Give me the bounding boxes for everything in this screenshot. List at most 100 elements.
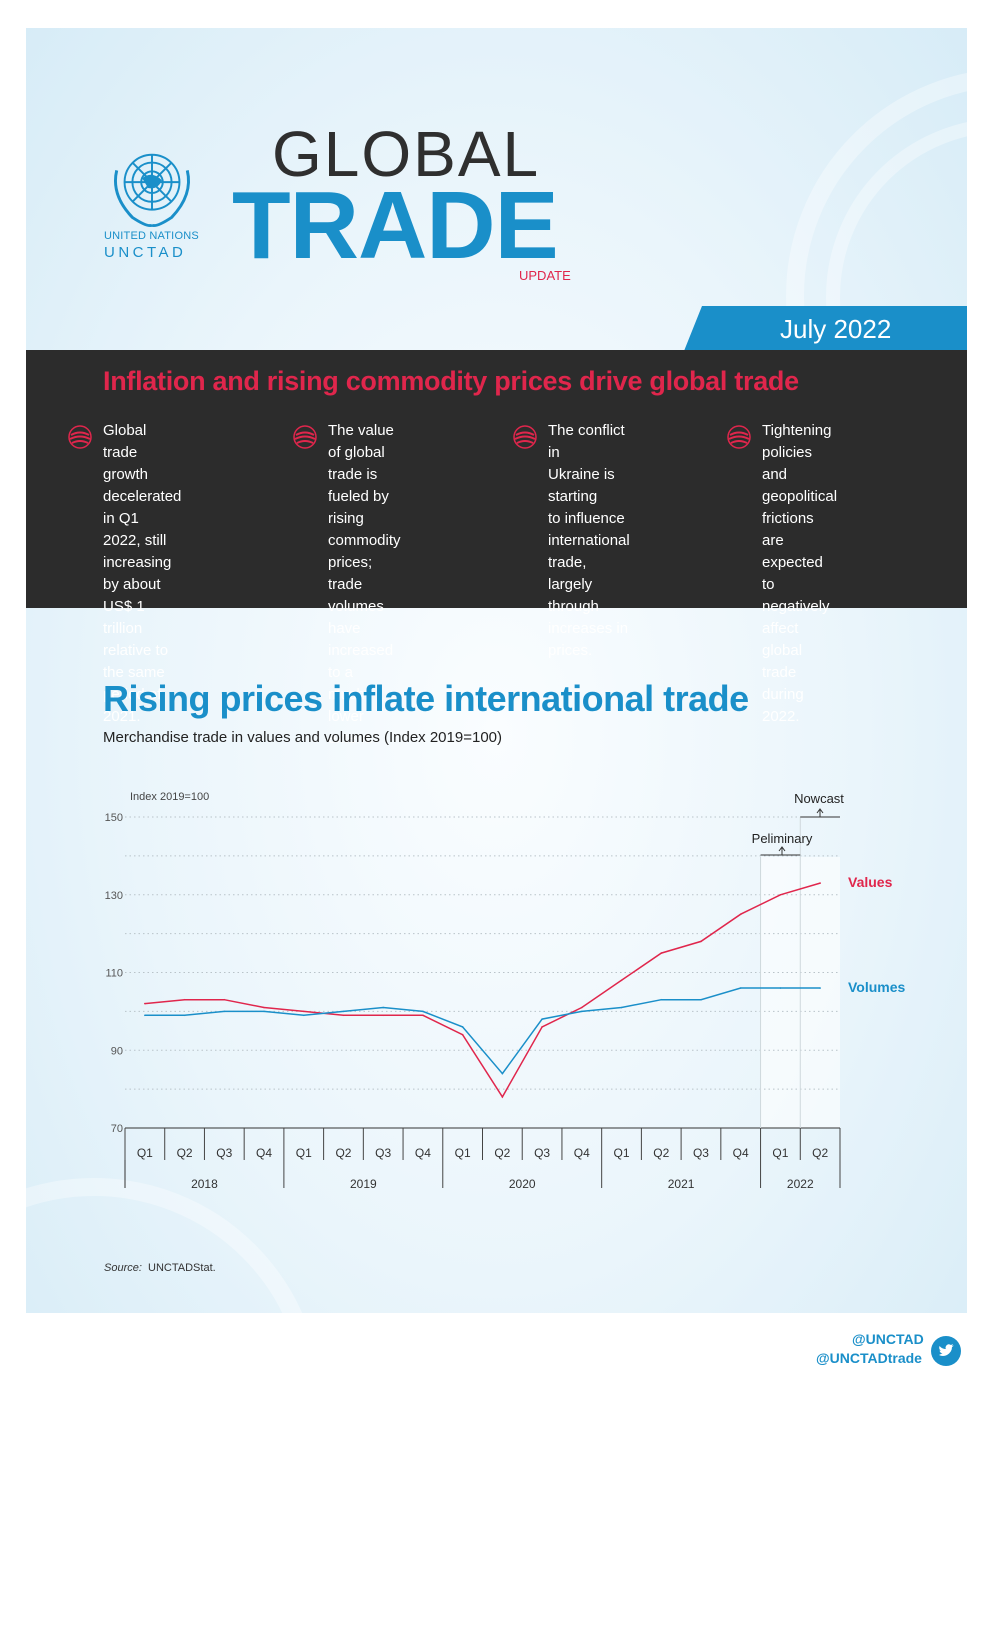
report-date: July 2022	[780, 314, 892, 344]
twitter-icon[interactable]	[931, 1336, 961, 1366]
data-point	[342, 1014, 345, 1017]
bullet-line: trade is fueled by	[328, 466, 389, 505]
data-point	[223, 1010, 226, 1013]
globe-swirl-icon	[727, 425, 751, 449]
globe-swirl-icon	[293, 425, 317, 449]
bullet-line: rising commodity	[328, 510, 401, 549]
data-point	[739, 913, 742, 915]
un-emblem-icon	[114, 153, 190, 228]
year-label: 2018	[191, 1177, 218, 1191]
x-tick-label: Q2	[335, 1146, 351, 1160]
title-trade: TRADE	[232, 172, 559, 279]
data-point	[263, 1010, 265, 1013]
year-label: 2020	[509, 1177, 536, 1191]
bullet-line: global trade during	[762, 642, 804, 703]
x-tick-label: Q2	[812, 1146, 828, 1160]
bullet-line: to negatively affect	[762, 576, 830, 637]
data-point	[779, 893, 782, 896]
data-point	[183, 998, 186, 1001]
date-banner	[684, 306, 967, 351]
series-line-volumes	[144, 987, 821, 1075]
globe-swirl-icon	[68, 425, 92, 449]
twitter-handle[interactable]: @UNCTADtrade	[816, 1350, 922, 1366]
bullet-line: Global trade growth	[103, 422, 149, 483]
data-point	[660, 952, 663, 954]
series-line-values	[144, 882, 821, 1099]
bullet-line: 2022.	[762, 708, 800, 725]
data-point	[422, 1010, 424, 1013]
annotation-preliminary: Peliminary	[752, 831, 813, 846]
y-tick-label: 110	[105, 968, 123, 980]
x-tick-label: Q4	[733, 1146, 749, 1160]
x-tick-label: Q2	[653, 1146, 669, 1160]
twitter-handle[interactable]: @UNCTAD	[852, 1331, 924, 1347]
series-label-volumes: Volumes	[848, 979, 906, 995]
x-tick-label: Q2	[177, 1146, 193, 1160]
y-tick-label: 130	[105, 890, 123, 902]
x-tick-label: Q4	[415, 1146, 431, 1160]
bullet-line: largely through	[548, 576, 599, 615]
source-label: Source:	[104, 1262, 142, 1274]
annotation-arrow	[816, 808, 824, 817]
x-tick-label: Q1	[296, 1146, 312, 1160]
data-point	[302, 1014, 305, 1017]
org-acronym-label: UNCTAD	[104, 244, 187, 261]
year-label: 2021	[668, 1177, 695, 1191]
decorative-arc	[0, 1178, 322, 1634]
bullet-line: have increased to a	[328, 620, 394, 681]
series-label-values: Values	[848, 874, 893, 890]
x-tick-label: Q3	[534, 1146, 550, 1160]
data-point	[223, 998, 226, 1001]
x-tick-label: Q1	[614, 1146, 630, 1160]
x-tick-label: Q4	[256, 1146, 272, 1160]
x-tick-label: Q1	[137, 1146, 153, 1160]
bullet-line: much lower extent.	[328, 686, 374, 747]
globe-swirl-icon	[513, 425, 537, 449]
bullet-line: international trade,	[548, 532, 630, 571]
data-point	[541, 1026, 543, 1028]
summary-panel	[26, 350, 967, 608]
data-point	[700, 940, 702, 943]
data-point	[422, 1014, 424, 1017]
chart-subtitle: Merchandise trade in values and volumes …	[103, 729, 502, 746]
bullet-line: Tightening policies	[762, 422, 832, 461]
year-label: 2019	[350, 1177, 377, 1191]
x-tick-label: Q1	[455, 1146, 471, 1160]
data-point	[541, 1018, 543, 1020]
bullet-line: Ukraine is starting	[548, 466, 615, 505]
org-name-label: UNITED NATIONS	[104, 230, 199, 242]
data-point	[382, 1006, 384, 1009]
chart-title: Rising prices inflate international trad…	[103, 678, 749, 719]
data-point	[342, 1010, 345, 1013]
bullet-line: increases in prices.	[548, 620, 629, 659]
data-point	[461, 1033, 464, 1036]
data-point	[700, 998, 702, 1001]
title-global: GLOBAL	[272, 118, 541, 190]
year-label: 2022	[787, 1177, 814, 1191]
bullet-line: The value of global	[328, 422, 394, 461]
data-point	[620, 979, 623, 982]
annotation-nowcast: Nowcast	[794, 791, 844, 806]
line-chart: 70 90 110 130 150 Index 2019=100 Q1 Q2 Q3 Q4 Q1 Q2 Q…	[105, 791, 906, 1191]
x-tick-label: Q3	[216, 1146, 232, 1160]
y-tick-label: 90	[111, 1045, 123, 1057]
data-point	[739, 987, 742, 989]
x-tick-label: Q2	[494, 1146, 510, 1160]
bullet-line: by about US$ 1 trillion	[103, 576, 161, 637]
data-point	[819, 882, 821, 884]
data-point	[382, 1014, 384, 1017]
y-tick-label: 70	[111, 1123, 123, 1135]
source-text: UNCTADStat.	[148, 1262, 216, 1274]
data-point	[779, 987, 782, 989]
x-tick-label: Q3	[693, 1146, 709, 1160]
data-point	[660, 998, 663, 1001]
bullet-line: relative to the same	[103, 642, 169, 681]
bullet-line: The conflict in	[548, 422, 625, 461]
y-tick-label: 150	[105, 812, 123, 824]
x-tick-label: Q1	[772, 1146, 788, 1160]
x-tick-label: Q3	[375, 1146, 391, 1160]
data-point	[144, 1002, 146, 1005]
data-point	[461, 1026, 464, 1028]
data-point	[581, 1010, 583, 1013]
data-point	[183, 1014, 186, 1017]
